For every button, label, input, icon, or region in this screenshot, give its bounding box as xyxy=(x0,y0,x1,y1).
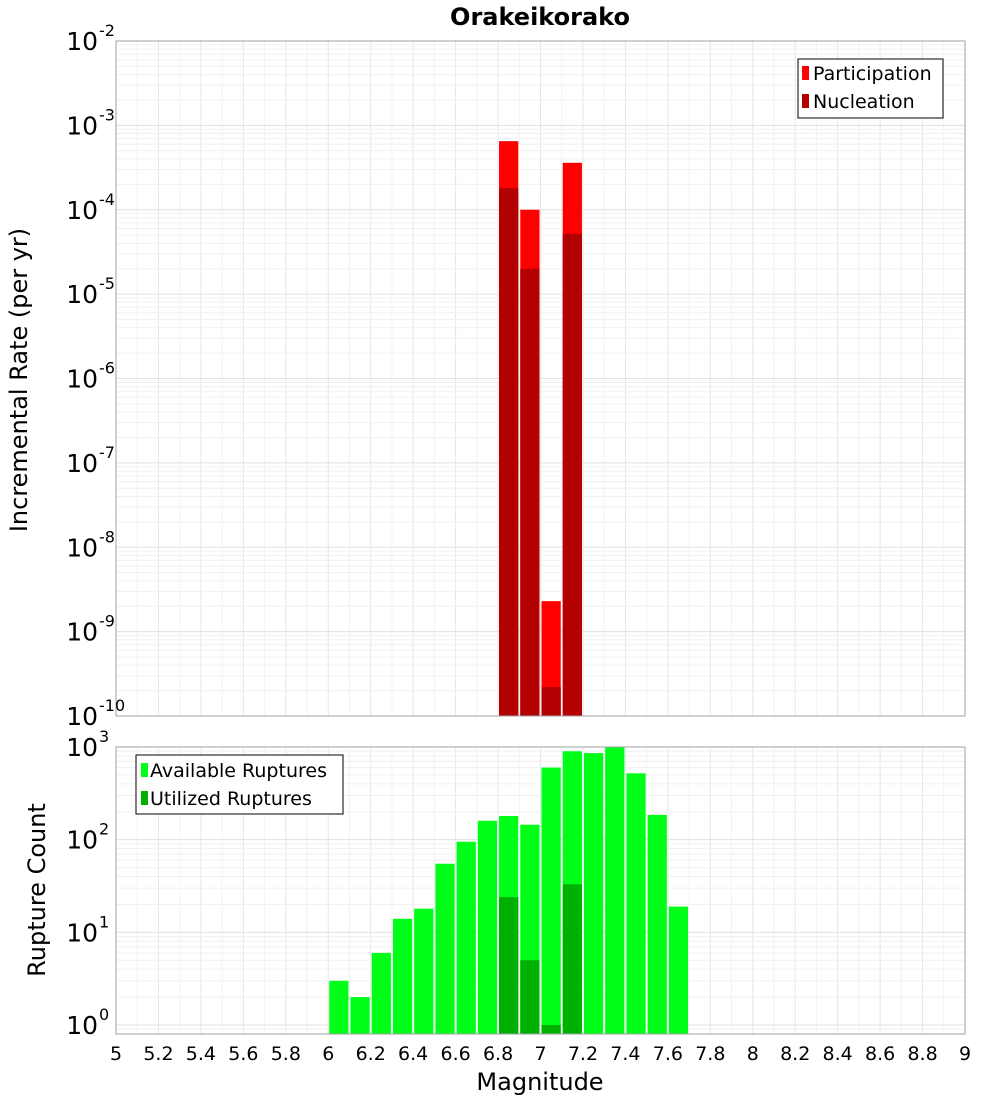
available-ruptures-bar xyxy=(329,980,349,1034)
x-tick-label: 6.2 xyxy=(356,1043,386,1065)
y-tick-exponent: -5 xyxy=(99,274,115,293)
x-tick-label: 6 xyxy=(322,1043,334,1065)
legend-label-available: Available Ruptures xyxy=(150,760,327,782)
x-tick-label: 8.2 xyxy=(780,1043,810,1065)
x-axis-label: Magnitude xyxy=(476,1068,603,1096)
available-ruptures-bar xyxy=(435,863,455,1034)
available-ruptures-bar xyxy=(414,908,434,1034)
x-tick-label: 7 xyxy=(534,1043,546,1065)
legend-label-nucleation: Nucleation xyxy=(813,91,915,113)
y-tick-exponent: -9 xyxy=(99,612,115,631)
available-ruptures-bar xyxy=(371,952,391,1034)
y-tick-label: 10 xyxy=(66,365,98,394)
x-tick-label: 5.6 xyxy=(228,1043,258,1065)
bottom-plot-frame xyxy=(115,746,966,1035)
utilized-ruptures-bar xyxy=(541,1025,561,1034)
top-bars xyxy=(499,141,582,717)
x-ticks: 5 5.2 5.4 5.6 5.8 6 6.2 6.4 6.6 6.8 7 7.2 7.4 7.6 7.8 8… xyxy=(110,1043,971,1065)
y-tick-exponent: -10 xyxy=(99,696,125,715)
available-ruptures-bar xyxy=(350,997,370,1034)
x-tick-label: 7.4 xyxy=(610,1043,640,1065)
y-tick-exponent: -7 xyxy=(99,443,115,462)
y-tick-exponent: 2 xyxy=(99,820,109,839)
legend-swatch-utilized xyxy=(141,791,148,805)
nucleation-bar xyxy=(520,268,540,716)
top-legend: Participation Nucleation xyxy=(797,58,944,119)
y-tick-label: 10 xyxy=(66,280,98,309)
x-tick-label: 7.8 xyxy=(695,1043,725,1065)
bottom-y-axis-label: Rupture Count xyxy=(23,803,51,977)
legend-label-participation: Participation xyxy=(813,63,932,85)
available-ruptures-bar xyxy=(541,767,561,1034)
y-tick-label: 10 xyxy=(66,733,98,762)
x-tick-label: 5.8 xyxy=(271,1043,301,1065)
y-tick-label: 10 xyxy=(66,533,98,562)
y-tick-exponent: -2 xyxy=(99,21,115,40)
y-tick-label: 10 xyxy=(66,826,98,855)
available-ruptures-bar xyxy=(456,841,476,1034)
x-tick-label: 9 xyxy=(959,1043,971,1065)
x-tick-label: 5 xyxy=(110,1043,122,1065)
x-tick-label: 5.4 xyxy=(186,1043,216,1065)
y-tick-exponent: 0 xyxy=(99,1005,109,1024)
y-tick-label: 10 xyxy=(66,449,98,478)
x-tick-label: 8.6 xyxy=(865,1043,895,1065)
nucleation-bar xyxy=(541,687,561,716)
available-ruptures-bar xyxy=(668,906,689,1034)
available-ruptures-bar xyxy=(583,753,604,1034)
bottom-legend: Available Ruptures Utilized Ruptures xyxy=(135,754,344,815)
x-tick-label: 5.2 xyxy=(143,1043,173,1065)
x-tick-label: 7.6 xyxy=(653,1043,683,1065)
top-grid xyxy=(115,40,966,717)
legend-swatch-nucleation xyxy=(802,94,809,108)
x-tick-label: 6.8 xyxy=(483,1043,513,1065)
x-tick-label: 7.2 xyxy=(568,1043,598,1065)
legend-swatch-participation xyxy=(802,66,809,80)
y-tick-label: 10 xyxy=(66,618,98,647)
y-tick-exponent: -3 xyxy=(99,105,115,124)
legend-swatch-available xyxy=(141,763,148,777)
available-ruptures-bar xyxy=(392,918,413,1034)
x-tick-label: 8.8 xyxy=(907,1043,937,1065)
available-ruptures-bar xyxy=(647,814,667,1034)
bottom-bars xyxy=(329,747,689,1034)
utilized-ruptures-bar xyxy=(562,884,582,1034)
y-tick-label: 10 xyxy=(66,111,98,140)
y-tick-label: 10 xyxy=(66,1011,98,1040)
available-ruptures-bar xyxy=(626,773,646,1034)
utilized-ruptures-bar xyxy=(499,897,519,1034)
y-tick-label: 10 xyxy=(66,702,98,731)
y-tick-label: 10 xyxy=(66,918,98,947)
utilized-ruptures-bar xyxy=(520,960,540,1034)
top-plot-frame xyxy=(115,40,966,717)
x-tick-label: 8.4 xyxy=(823,1043,853,1065)
x-tick-label: 8 xyxy=(747,1043,759,1065)
top-legend-box xyxy=(797,58,944,119)
y-tick-label: 10 xyxy=(66,27,98,56)
x-tick-label: 6.6 xyxy=(440,1043,470,1065)
nucleation-bar xyxy=(562,233,582,716)
nucleation-bar xyxy=(499,188,519,717)
x-tick-label: 6.4 xyxy=(398,1043,428,1065)
y-tick-exponent: -6 xyxy=(99,359,115,378)
y-tick-exponent: -4 xyxy=(99,190,115,209)
y-tick-label: 10 xyxy=(66,196,98,225)
y-tick-exponent: 3 xyxy=(99,727,109,746)
y-tick-exponent: -8 xyxy=(99,527,115,546)
available-ruptures-bar xyxy=(477,820,498,1034)
chart-title: Orakeikorako xyxy=(450,3,630,31)
y-tick-exponent: 1 xyxy=(99,912,109,931)
bottom-legend-box xyxy=(135,754,344,815)
legend-label-utilized: Utilized Ruptures xyxy=(150,788,312,810)
available-ruptures-bar xyxy=(605,747,625,1034)
top-y-axis-label: Incremental Rate (per yr) xyxy=(5,228,33,532)
